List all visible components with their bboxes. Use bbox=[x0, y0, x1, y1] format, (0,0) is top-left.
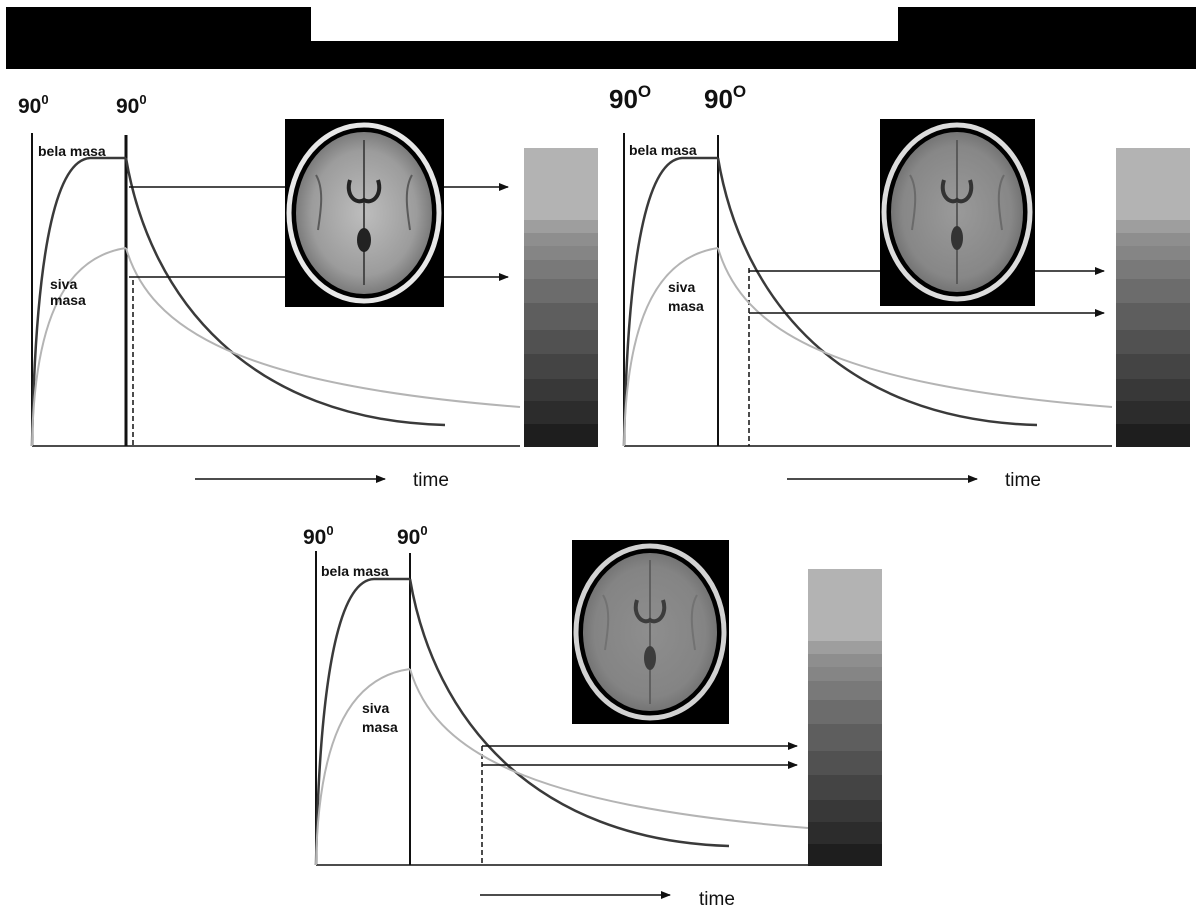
grayscale-step bbox=[1116, 260, 1190, 279]
grayscale-step bbox=[808, 681, 882, 700]
brain-mri-image bbox=[285, 119, 444, 307]
grayscale-step bbox=[524, 148, 598, 220]
grayscale-step bbox=[524, 424, 598, 447]
skull-ring bbox=[286, 122, 442, 304]
white-matter-label: bela masa bbox=[321, 563, 389, 579]
grayscale-step bbox=[808, 569, 882, 641]
gray-matter-label-line1: siva bbox=[50, 276, 77, 292]
grayscale-step bbox=[524, 260, 598, 279]
white-matter-decay-curve bbox=[408, 578, 730, 848]
brain-mri-image bbox=[880, 119, 1035, 306]
ventricles bbox=[346, 179, 382, 204]
grayscale-step bbox=[1116, 303, 1190, 330]
pulse-label-1: 900 bbox=[18, 92, 49, 118]
grayscale-step bbox=[1116, 233, 1190, 246]
white-matter-label: bela masa bbox=[38, 143, 106, 159]
posterior-ventricle bbox=[357, 228, 371, 252]
grayscale-step bbox=[1116, 330, 1190, 354]
grayscale-step bbox=[524, 354, 598, 379]
grayscale-step bbox=[1116, 401, 1190, 424]
grayscale-step bbox=[808, 724, 882, 751]
grayscale-step bbox=[808, 751, 882, 775]
white-matter-decay-curve bbox=[716, 157, 1038, 427]
white-matter-decay-curve bbox=[124, 157, 446, 427]
time-label: time bbox=[1005, 470, 1041, 491]
grayscale-step bbox=[524, 246, 598, 260]
panel-2: 90O 90O bela masa siva masa bbox=[609, 82, 1190, 491]
grayscale-step bbox=[808, 800, 882, 822]
grayscale-step bbox=[1116, 220, 1190, 233]
grayscale-step bbox=[1116, 148, 1190, 220]
sulci bbox=[315, 174, 413, 231]
white-matter-recovery-curve bbox=[314, 577, 410, 866]
brain-mri-image bbox=[572, 540, 729, 724]
pulse-label-1: 90O bbox=[609, 82, 651, 114]
grayscale-step bbox=[808, 700, 882, 724]
grayscale-step bbox=[524, 279, 598, 303]
skull-ring bbox=[881, 122, 1033, 302]
gray-matter-decay-curve bbox=[409, 668, 809, 829]
grayscale-bar bbox=[524, 148, 598, 447]
grayscale-step bbox=[1116, 246, 1190, 260]
header-bar bbox=[6, 7, 1196, 69]
posterior-ventricle bbox=[644, 646, 656, 670]
grayscale-step bbox=[808, 844, 882, 866]
gray-matter-label-line2: masa bbox=[50, 292, 86, 308]
grayscale-step bbox=[1116, 279, 1190, 303]
posterior-ventricle bbox=[951, 226, 963, 250]
grayscale-step bbox=[524, 220, 598, 233]
panel-1: 900 900 bela masa siva masa bbox=[18, 92, 598, 491]
grayscale-step bbox=[524, 379, 598, 401]
pulse-label-1: 900 bbox=[303, 523, 334, 549]
panel-3: 900 900 bela masa siva masa bbox=[303, 523, 882, 910]
sulci bbox=[602, 594, 698, 651]
pulse-label-2: 90O bbox=[704, 82, 746, 114]
grayscale-step bbox=[1116, 424, 1190, 447]
grayscale-step bbox=[524, 303, 598, 330]
skull-ring bbox=[573, 543, 727, 721]
time-label: time bbox=[413, 470, 449, 491]
ventricles bbox=[940, 179, 974, 204]
grayscale-bar bbox=[808, 569, 882, 866]
white-matter-recovery-curve bbox=[30, 156, 126, 447]
grayscale-step bbox=[524, 233, 598, 246]
gray-matter-recovery-curve bbox=[623, 247, 719, 447]
header-white-window bbox=[311, 7, 898, 41]
white-matter-recovery-curve bbox=[622, 156, 718, 447]
ventricles bbox=[633, 599, 667, 624]
time-label: time bbox=[699, 889, 735, 910]
gray-matter-recovery-curve bbox=[31, 247, 127, 447]
gray-matter-decay-curve bbox=[717, 247, 1113, 408]
gray-matter-label-line2: masa bbox=[362, 719, 398, 735]
grayscale-step bbox=[808, 654, 882, 667]
gray-matter-label-line1: siva bbox=[668, 279, 695, 295]
sulci bbox=[909, 174, 1005, 231]
grayscale-step bbox=[524, 330, 598, 354]
gray-matter-decay-curve bbox=[125, 247, 521, 408]
pulse-label-2: 900 bbox=[397, 523, 428, 549]
grayscale-step bbox=[808, 822, 882, 844]
grayscale-bar bbox=[1116, 148, 1190, 447]
gray-matter-label-line2: masa bbox=[668, 298, 704, 314]
gray-matter-label-line1: siva bbox=[362, 700, 389, 716]
grayscale-step bbox=[524, 401, 598, 424]
white-matter-label: bela masa bbox=[629, 142, 697, 158]
pulse-label-2: 900 bbox=[116, 92, 147, 118]
grayscale-step bbox=[808, 667, 882, 681]
grayscale-step bbox=[808, 641, 882, 654]
grayscale-step bbox=[1116, 379, 1190, 401]
grayscale-step bbox=[808, 775, 882, 800]
gray-matter-recovery-curve bbox=[315, 668, 411, 866]
grayscale-step bbox=[1116, 354, 1190, 379]
